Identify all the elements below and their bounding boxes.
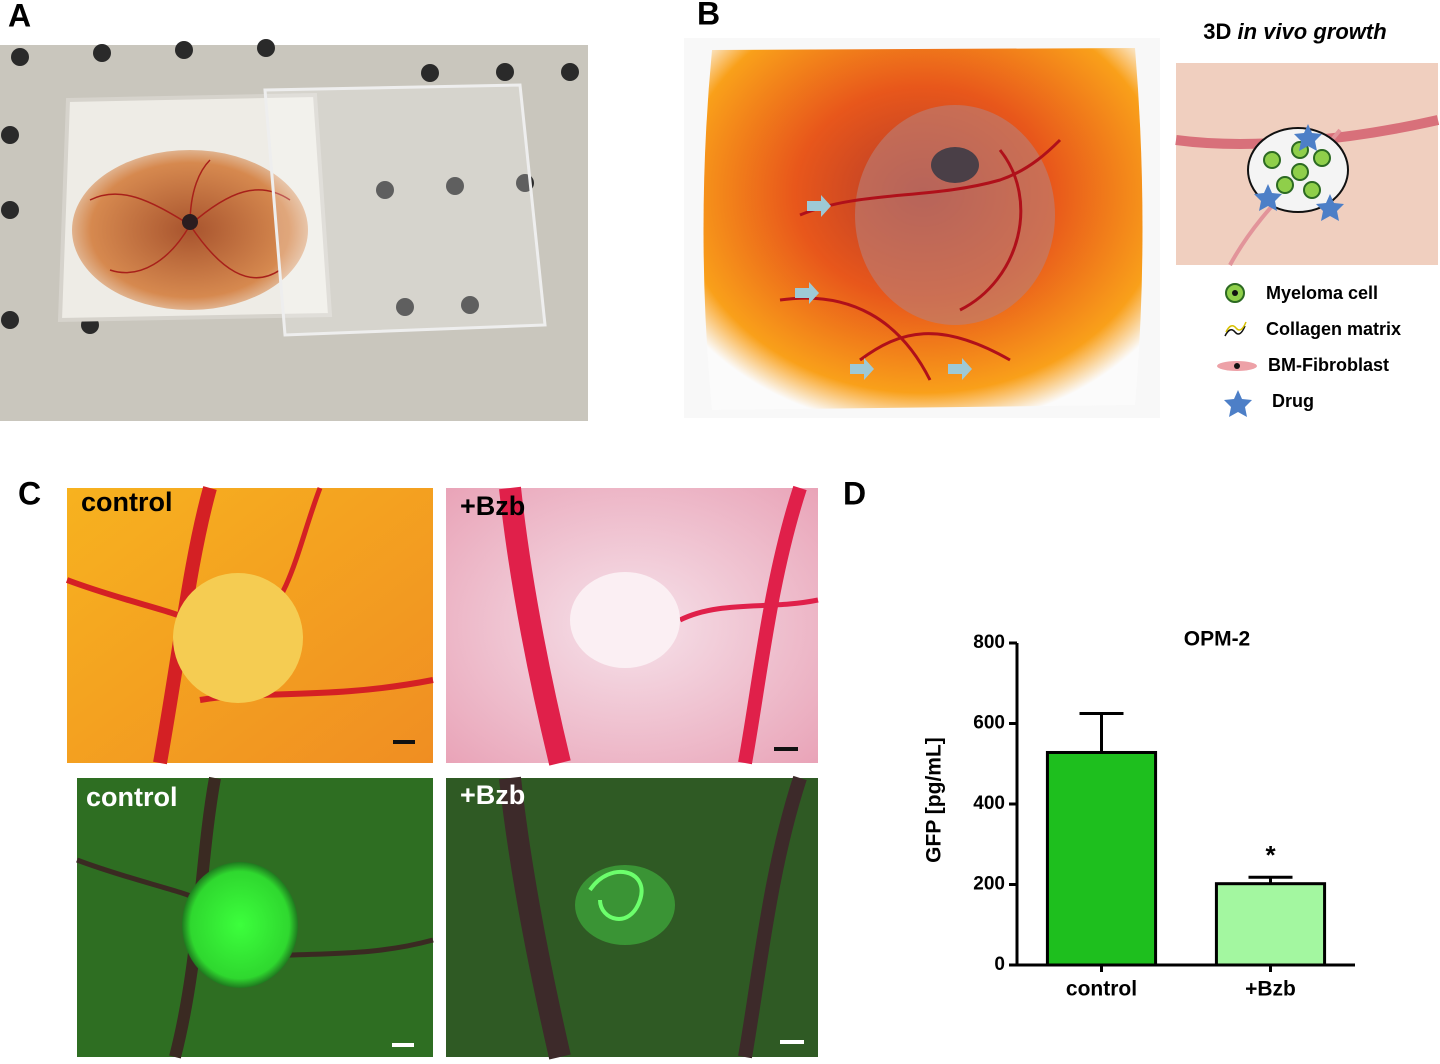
significance-mark: * — [1265, 840, 1276, 870]
legend: Myeloma cell Collagen matrix BM-Fibrobla… — [1217, 283, 1401, 417]
legend-icon — [1224, 325, 1246, 337]
panel-label: A — [8, 0, 31, 33]
image-label: +Bzb — [460, 491, 525, 521]
x-tick-label: control — [1066, 978, 1137, 1001]
inset-title-part: growth — [1312, 19, 1386, 44]
legend-label: Drug — [1272, 391, 1314, 411]
bar-chart: 0 200 400 600 800 control +Bzb * — [973, 632, 1355, 1001]
photo-c-4 — [446, 775, 818, 1060]
image-label: control — [81, 487, 173, 517]
y-axis-label: GFP [pg/mL] — [923, 737, 946, 863]
bar — [1045, 750, 1158, 967]
inset-title-part: 3D — [1203, 19, 1231, 44]
legend-icon — [1232, 290, 1238, 296]
legend-label: Myeloma cell — [1266, 283, 1378, 303]
photo-c-2 — [446, 485, 819, 766]
legend-label: Collagen matrix — [1266, 319, 1401, 339]
legend-label: BM-Fibroblast — [1268, 355, 1389, 375]
panel-label: B — [697, 0, 720, 31]
inset-title-part: in vivo — [1238, 19, 1308, 44]
y-tick-label: 800 — [973, 632, 1005, 653]
chart-title: OPM-2 — [1184, 628, 1251, 651]
panel-label: D — [843, 475, 866, 511]
y-tick-label: 400 — [973, 793, 1005, 814]
photo-a — [0, 39, 588, 421]
image-label: +Bzb — [460, 780, 525, 810]
y-tick-label: 600 — [973, 713, 1005, 734]
legend-icon — [1225, 321, 1247, 333]
photo-c-3 — [76, 776, 434, 1059]
legend-icon — [1224, 390, 1252, 417]
y-tick-label: 0 — [994, 954, 1005, 975]
y-tick-label: 200 — [973, 874, 1005, 895]
inset-illustration — [1175, 63, 1440, 266]
inset-title: 3D in vivo growth — [1203, 19, 1386, 44]
legend-icon — [1234, 363, 1240, 369]
image-label: control — [86, 782, 178, 812]
bar — [1214, 882, 1327, 967]
x-tick-label: +Bzb — [1245, 978, 1296, 1001]
photo-c-1 — [65, 486, 434, 765]
panel-label: C — [18, 475, 41, 511]
photo-b — [684, 38, 1160, 418]
